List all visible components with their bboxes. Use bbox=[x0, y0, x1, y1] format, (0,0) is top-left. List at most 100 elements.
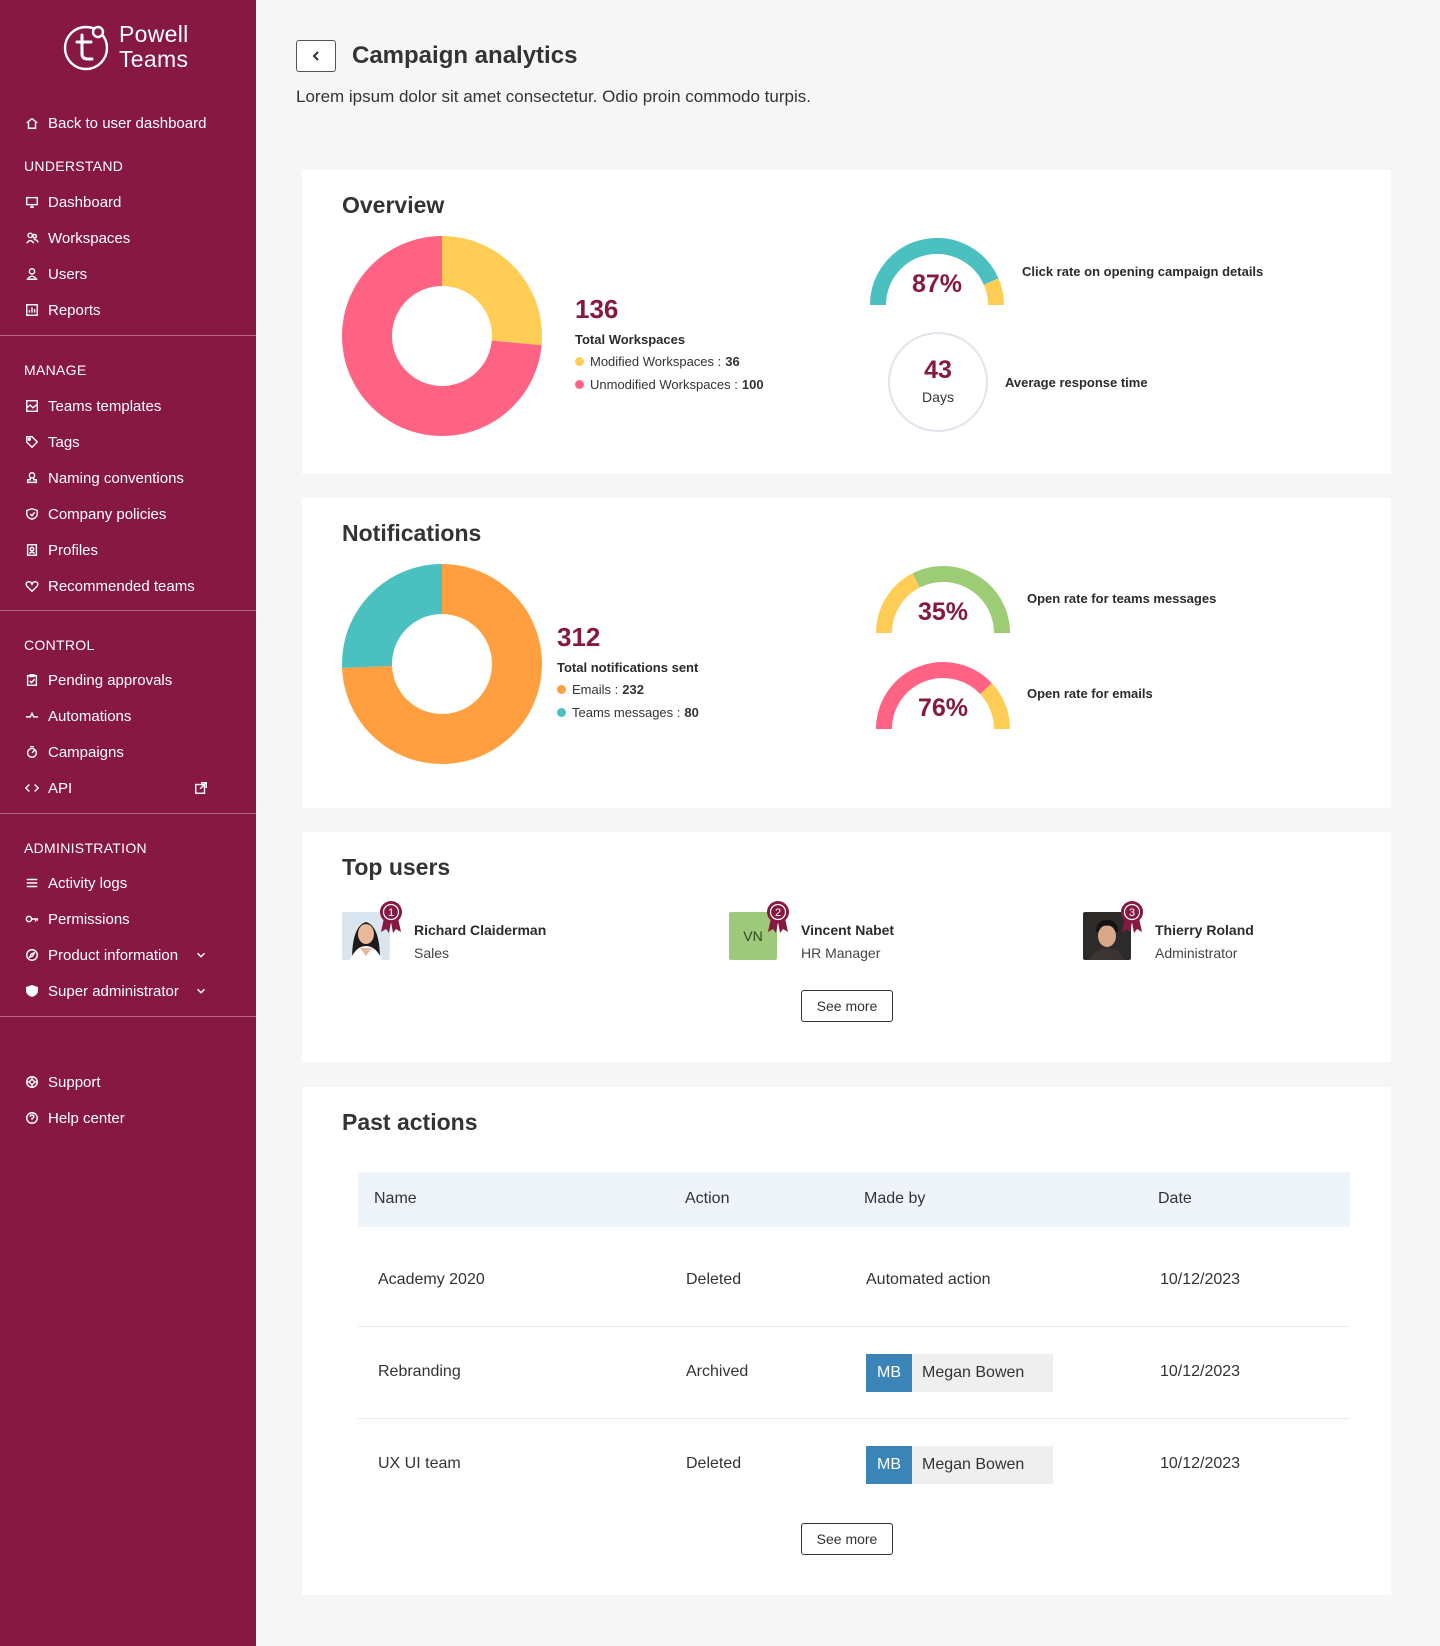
section-understand: UNDERSTAND bbox=[24, 158, 124, 174]
see-more-actions-button[interactable]: See more bbox=[801, 1523, 893, 1555]
lifebuoy-icon bbox=[24, 1074, 40, 1090]
donut-segment-teams-messages[interactable] bbox=[342, 564, 442, 669]
legend-value: 100 bbox=[741, 377, 764, 392]
sidebar-item-workspaces[interactable]: Workspaces bbox=[24, 226, 130, 250]
chevron-down-icon[interactable] bbox=[194, 984, 208, 998]
sidebar-item-company-policies[interactable]: Company policies bbox=[24, 502, 166, 526]
clipboard-check-icon bbox=[24, 672, 40, 688]
donut-segment-emails[interactable] bbox=[342, 564, 542, 764]
id-card-icon bbox=[24, 542, 40, 558]
donut-segment-modified[interactable] bbox=[442, 236, 542, 346]
logo-icon bbox=[63, 25, 109, 71]
sidebar-item-help-center[interactable]: Help center bbox=[24, 1106, 125, 1130]
column-header-action[interactable]: Action bbox=[685, 1190, 730, 1207]
back-to-dashboard-link[interactable]: Back to user dashboard bbox=[24, 111, 206, 135]
rank-badge-icon: 3 bbox=[1121, 901, 1143, 933]
sidebar-item-super-administrator[interactable]: Super administrator bbox=[24, 979, 232, 1003]
powell-teams-logo[interactable]: Powell Teams bbox=[63, 22, 189, 72]
column-header-date[interactable]: Date bbox=[1158, 1190, 1192, 1207]
rank-badge-icon: 1 bbox=[380, 901, 402, 933]
sidebar-item-label: Help center bbox=[48, 1109, 125, 1127]
section-manage: MANAGE bbox=[24, 362, 87, 378]
response-time-circle: 43 Days bbox=[888, 332, 988, 432]
user-icon bbox=[24, 266, 40, 282]
top-user-3[interactable]: 3 Thierry Roland Administrator bbox=[1083, 901, 1254, 961]
sidebar-item-permissions[interactable]: Permissions bbox=[24, 907, 130, 931]
policy-shield-icon bbox=[24, 506, 40, 522]
user-name: Thierry Roland bbox=[1155, 922, 1254, 938]
legend-dot bbox=[575, 357, 584, 366]
user-photo bbox=[342, 912, 390, 960]
chevron-down-icon[interactable] bbox=[194, 948, 208, 962]
see-more-users-button[interactable]: See more bbox=[801, 990, 893, 1022]
sidebar-item-label: Super administrator bbox=[48, 982, 179, 1000]
gauge-remaining-arc bbox=[912, 566, 1010, 634]
sidebar-item-label: Automations bbox=[48, 707, 132, 725]
sidebar-divider bbox=[0, 610, 256, 611]
gauge-filled-arc bbox=[870, 238, 999, 306]
user-chip-initials: MB bbox=[866, 1446, 912, 1484]
sidebar-item-label: Naming conventions bbox=[48, 469, 184, 487]
cell-action: Deleted bbox=[686, 1455, 742, 1472]
top-user-2[interactable]: VN 2 Vincent Nabet HR Manager bbox=[729, 901, 894, 961]
cell-date: 10/12/2023 bbox=[1160, 1455, 1241, 1472]
user-name: Richard Claiderman bbox=[414, 922, 547, 938]
sidebar-item-label: Support bbox=[48, 1073, 101, 1091]
rank-number: 2 bbox=[775, 907, 781, 919]
sidebar-item-profiles[interactable]: Profiles bbox=[24, 538, 98, 562]
sidebar-item-recommended-teams[interactable]: Recommended teams bbox=[24, 574, 195, 598]
user-info: Vincent Nabet HR Manager bbox=[801, 922, 894, 961]
sidebar-item-product-information[interactable]: Product information bbox=[24, 943, 232, 967]
sidebar-item-dashboard[interactable]: Dashboard bbox=[24, 190, 121, 214]
total-notifications-label: Total notifications sent bbox=[557, 660, 699, 675]
page-subtitle: Lorem ipsum dolor sit amet consectetur. … bbox=[296, 87, 811, 106]
sidebar-item-automations[interactable]: Automations bbox=[24, 704, 131, 728]
total-workspaces-value: 136 bbox=[575, 294, 619, 324]
overview-card: Overview 136 Total Workspaces Modified W… bbox=[302, 170, 1391, 474]
sidebar-item-teams-templates[interactable]: Teams templates bbox=[24, 394, 161, 418]
legend-value: 80 bbox=[684, 705, 699, 720]
sidebar-item-users[interactable]: Users bbox=[24, 262, 87, 286]
click-rate-gauge bbox=[870, 238, 1004, 306]
user-role: Sales bbox=[414, 945, 450, 961]
email-open-rate-gauge bbox=[876, 662, 1010, 730]
donut-segment-unmodified[interactable] bbox=[342, 236, 542, 436]
teams-open-rate-gauge bbox=[876, 566, 1010, 634]
column-header-made-by[interactable]: Made by bbox=[864, 1190, 926, 1207]
sidebar-item-api[interactable]: API bbox=[24, 776, 232, 800]
sidebar-item-pending-approvals[interactable]: Pending approvals bbox=[24, 668, 172, 692]
avatar: 3 bbox=[1083, 901, 1143, 960]
gauge-remaining-arc bbox=[979, 683, 1010, 730]
back-button[interactable] bbox=[296, 40, 336, 72]
email-open-rate-value: 76% bbox=[917, 694, 969, 722]
teams-open-rate-label: Open rate for teams messages bbox=[1027, 591, 1217, 606]
legend-dot bbox=[557, 708, 566, 717]
table-row[interactable]: Rebranding Archived MB Megan Bowen 10/12… bbox=[358, 1327, 1350, 1419]
notifications-donut-chart bbox=[342, 564, 542, 764]
table-row[interactable]: Academy 2020 Deleted Automated action 10… bbox=[358, 1235, 1350, 1327]
sidebar-item-support[interactable]: Support bbox=[24, 1070, 101, 1094]
top-user-1[interactable]: 1 Richard Claiderman Sales bbox=[342, 901, 547, 961]
user-chip[interactable]: MB Megan Bowen bbox=[866, 1446, 1053, 1484]
sidebar-item-tags[interactable]: Tags bbox=[24, 430, 80, 454]
legend-value: 36 bbox=[725, 354, 740, 369]
table-row[interactable]: UX UI team Deleted MB Megan Bowen 10/12/… bbox=[358, 1419, 1350, 1511]
column-header-name[interactable]: Name bbox=[374, 1190, 417, 1207]
legend-label: Emails : bbox=[572, 682, 619, 697]
response-time-label: Average response time bbox=[1005, 375, 1148, 390]
sidebar-item-activity-logs[interactable]: Activity logs bbox=[24, 871, 127, 895]
avatar: VN 2 bbox=[729, 901, 789, 960]
gauge-filled-arc bbox=[876, 662, 992, 730]
email-open-rate-label: Open rate for emails bbox=[1027, 686, 1153, 701]
cell-made-by: Automated action bbox=[866, 1271, 991, 1288]
rank-number: 1 bbox=[388, 907, 394, 919]
sidebar-item-label: Recommended teams bbox=[48, 577, 195, 595]
sidebar-item-campaigns[interactable]: Campaigns bbox=[24, 740, 124, 764]
sidebar-item-label: Tags bbox=[48, 433, 80, 451]
user-role: Administrator bbox=[1155, 945, 1238, 961]
workspaces-donut-chart bbox=[342, 236, 542, 436]
user-chip[interactable]: MB Megan Bowen bbox=[866, 1354, 1053, 1392]
sidebar-item-reports[interactable]: Reports bbox=[24, 298, 101, 322]
sidebar-item-naming-conventions[interactable]: Naming conventions bbox=[24, 466, 184, 490]
campaign-icon bbox=[24, 744, 40, 760]
